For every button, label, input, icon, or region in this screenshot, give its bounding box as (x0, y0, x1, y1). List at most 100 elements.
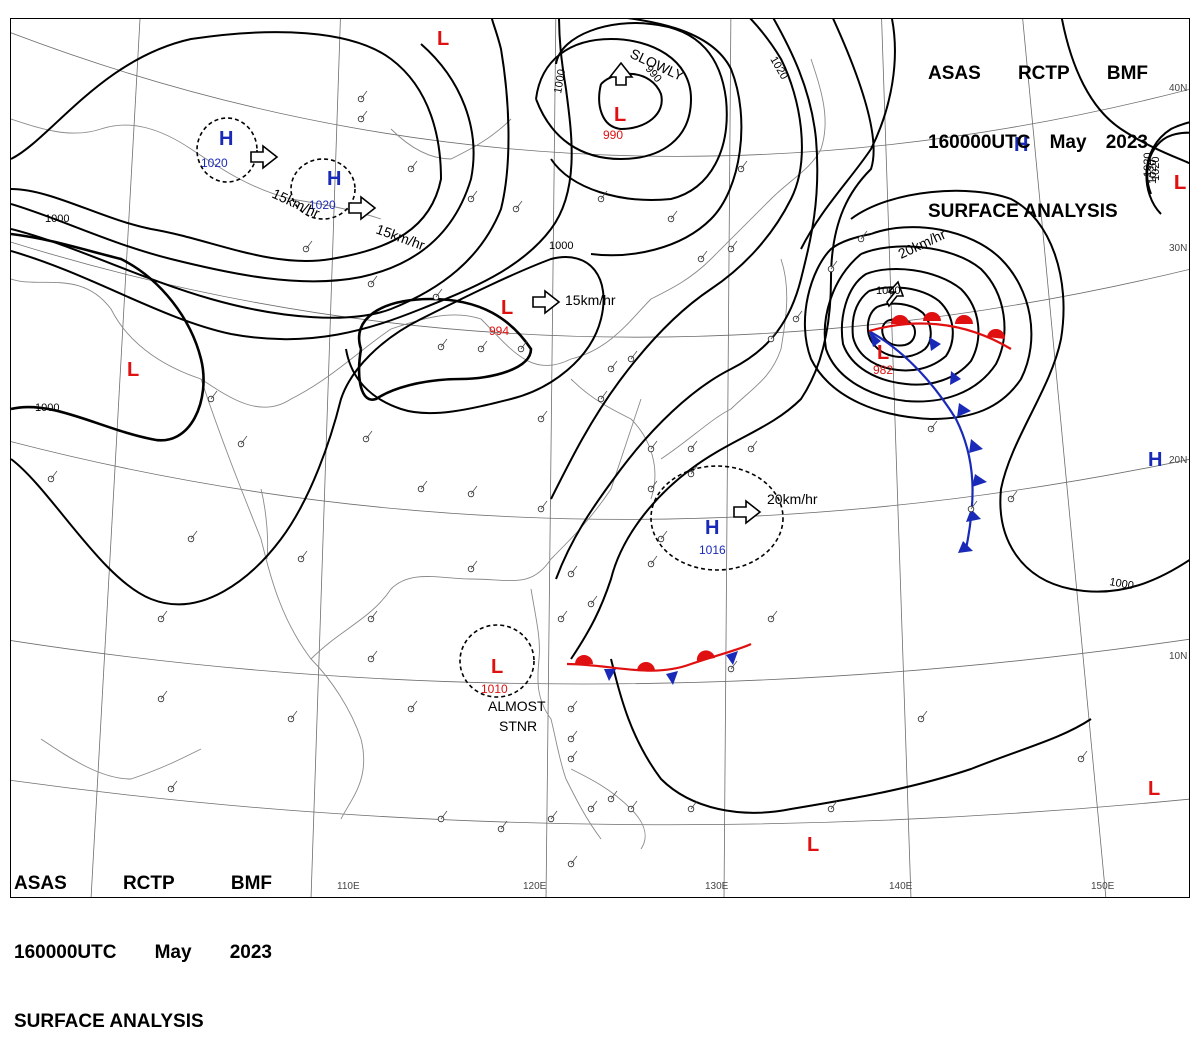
wind-barb (690, 440, 698, 450)
movement-speed-label: 15km/hr (270, 185, 323, 221)
wind-barb (690, 465, 698, 475)
movement-speed-label: 20km/hr (767, 491, 818, 507)
isobar (11, 43, 475, 283)
footer-line-2: 160000UTC May 2023 (14, 941, 272, 964)
longitude-label: 150E (1091, 881, 1115, 892)
isobar (11, 19, 573, 341)
wind-barb (435, 288, 443, 298)
header-title: SURFACE ANALYSIS (928, 201, 1118, 222)
wind-barb (290, 710, 298, 720)
wind-barb (360, 90, 368, 100)
wind-barb (570, 730, 578, 740)
wind-barb (650, 440, 658, 450)
meridian-140e (881, 19, 912, 897)
isobar (570, 19, 875, 660)
footer-month: May (154, 942, 192, 963)
footer-title: SURFACE ANALYSIS (14, 1011, 204, 1032)
wind-barb (500, 820, 508, 830)
isobar-label: 1000 (45, 213, 69, 225)
isobar (1060, 19, 1189, 165)
wind-barb (670, 210, 678, 220)
wind-barb (440, 810, 448, 820)
header-region: RCTP (1017, 63, 1070, 84)
wind-barb (420, 480, 428, 490)
wind-barb (730, 240, 738, 250)
isobar (610, 658, 1092, 814)
footer-region: RCTP (122, 873, 175, 894)
axis-labels: 110E 120E 130E 140E 150E 40N 30N 20N 10N (337, 83, 1187, 892)
isobar (550, 22, 728, 201)
wind-barb (540, 410, 548, 420)
central-pressure-value: 1020 (201, 156, 228, 170)
wind-barb (570, 855, 578, 865)
wind-barb (590, 800, 598, 810)
latitude-label: 20N (1169, 455, 1187, 466)
low-pressure-symbol: L (1148, 778, 1160, 800)
parallel-40n (11, 32, 1189, 157)
header-line-2: 160000UTC May 2023 (928, 131, 1148, 154)
low-pressure-symbol: L (127, 359, 139, 381)
central-pressure-value: 1016 (699, 543, 726, 557)
wind-barb (970, 500, 978, 510)
arrow-icon (608, 61, 634, 86)
wind-barb (480, 340, 488, 350)
meridian-110e (310, 19, 341, 897)
arrow-icon (250, 144, 279, 170)
parallel-0n (11, 779, 1189, 826)
wind-barb (160, 610, 168, 620)
low-pressure-symbol: L (614, 104, 626, 126)
footer-year: 2023 (229, 942, 272, 963)
parallel-10n (11, 638, 1189, 685)
movement-speed-label: 15km/hr (565, 292, 616, 308)
isobar-label: 1000 (1108, 576, 1134, 592)
wind-barb (470, 560, 478, 570)
parallel-20n (11, 441, 1189, 520)
isobar (803, 226, 1033, 421)
isobar (800, 19, 896, 250)
wind-barb (630, 800, 638, 810)
low-pressure-symbol: L (491, 656, 503, 678)
wind-barb (515, 200, 523, 210)
isobar (550, 19, 803, 500)
wind-barb (50, 470, 58, 480)
footer-line-1: ASAS RCTP BMF (14, 872, 272, 895)
longitude-label: 130E (705, 881, 729, 892)
isobar-label: 1000 (35, 402, 59, 414)
wind-barb (770, 610, 778, 620)
central-pressure-value: 982 (873, 363, 893, 377)
isobar (535, 37, 693, 161)
wind-barb (360, 110, 368, 120)
central-pressure-value: 1020 (309, 198, 336, 212)
wind-barb (190, 530, 198, 540)
header-month: May (1049, 132, 1087, 153)
isobar (840, 268, 980, 386)
low-pressure-symbol: L (1174, 172, 1186, 194)
station-observations (47, 90, 1088, 868)
header-center: BMF (1106, 63, 1148, 84)
low-pressure-symbol: L (1174, 172, 1186, 194)
movement-arrows (250, 61, 905, 525)
meridian-120e (545, 19, 557, 897)
central-pressure-value: 1010 (481, 682, 508, 696)
meridian-100e (90, 19, 141, 897)
isobar (11, 232, 205, 442)
wind-barb (930, 420, 938, 430)
wind-barb (440, 338, 448, 348)
wind-barb (830, 260, 838, 270)
arrow-icon (348, 195, 377, 221)
header-time: 160000UTC (928, 132, 1031, 153)
wind-barb (860, 230, 868, 240)
wind-barb (170, 780, 178, 790)
wind-barb (700, 250, 708, 260)
wind-barb (740, 160, 748, 170)
warm-front (868, 312, 1012, 350)
central-pressure-value: 1020 (1150, 157, 1162, 181)
isobar (11, 31, 443, 263)
map-frame: 110E 120E 130E 140E 150E 40N 30N 20N 10N H 1020 H 1… (10, 18, 1190, 898)
isobar (851, 286, 954, 372)
header-year: 2023 (1105, 132, 1148, 153)
coastlines (11, 58, 826, 850)
wind-barb (1080, 750, 1088, 760)
wind-barb (160, 690, 168, 700)
